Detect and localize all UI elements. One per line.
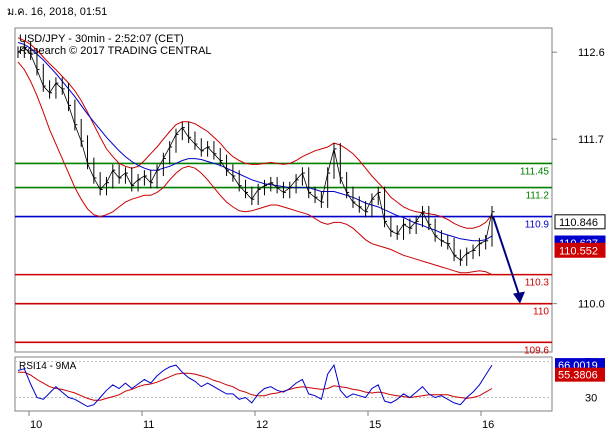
level-label: 109.6 [524, 345, 549, 356]
rsi-label: RSI14 - 9MA [19, 361, 77, 372]
forecast-arrow-head [513, 291, 525, 304]
level-label: 110 [533, 307, 549, 318]
rsi-line [17, 363, 493, 408]
y-tick-label: 110.0 [578, 299, 605, 311]
y-tick-label: 111.7 [578, 134, 604, 146]
price-tag-label: 110.846 [559, 217, 598, 229]
rsi-tick-label: 30 [585, 393, 597, 405]
rsi-tag: 55.3806 [555, 367, 605, 382]
chart-title: USD/JPY - 30min - 2:52:07 (CET) [19, 33, 184, 45]
price-tag-box [554, 242, 606, 258]
forecast-arrow-shaft [492, 216, 521, 298]
price-tag-box [554, 214, 606, 230]
level-label: 111.2 [525, 191, 549, 202]
x-tick-label: 10 [30, 419, 42, 431]
rsi-tag-label: 55.3806 [558, 370, 598, 382]
rsi-tag-box [555, 367, 605, 382]
level-label: 111.45 [520, 166, 550, 177]
price-tag: 110.552 [554, 242, 606, 258]
rsi-ma-line [18, 371, 493, 401]
bollinger-upper-line [17, 37, 493, 229]
bollinger-lower-line [17, 61, 493, 276]
x-tick-label: 11 [143, 419, 154, 431]
x-tick-label: 15 [369, 419, 381, 431]
price-line [17, 46, 493, 261]
price-tag-label: 110.552 [559, 245, 598, 257]
timestamp: ม.ค. 16, 2018, 01:51 [7, 6, 108, 18]
y-tick-label: 112.6 [578, 47, 605, 59]
level-label: 110.9 [525, 220, 550, 231]
chart-subtitle: Research © 2017 TRADING CENTRAL [19, 45, 212, 57]
moving-average-line [17, 42, 493, 242]
x-tick-label: 12 [256, 419, 268, 431]
level-label: 110.3 [525, 278, 550, 289]
price-tag: 110.846 [554, 214, 606, 230]
x-tick-label: 16 [482, 419, 494, 431]
